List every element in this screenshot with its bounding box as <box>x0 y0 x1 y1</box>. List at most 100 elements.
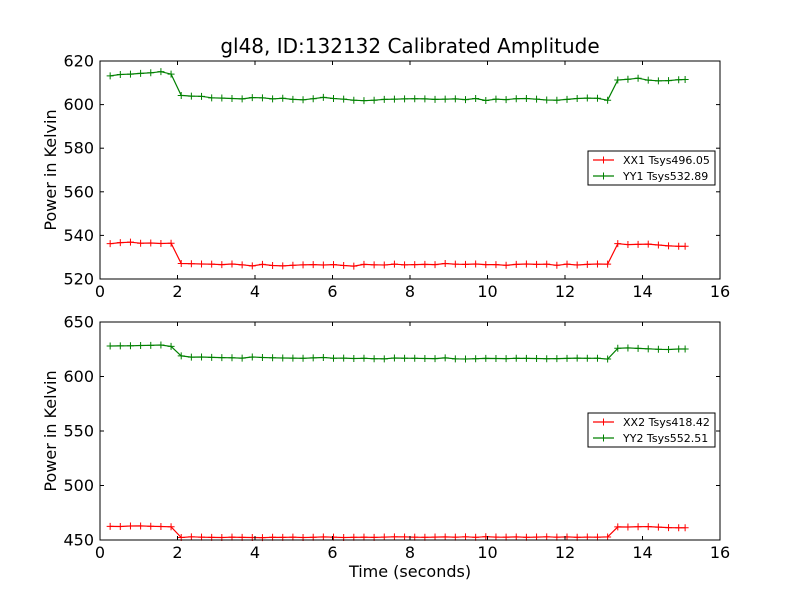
bottom-series-2-point <box>553 355 561 363</box>
top-series-1-point <box>614 240 622 248</box>
top-series-2-point <box>502 96 510 104</box>
top-series-1-point <box>593 260 601 268</box>
top-series-2-point <box>289 95 297 103</box>
top-series-1-point <box>681 242 689 250</box>
bottom-series-2-point <box>116 342 124 350</box>
bottom-series-2-point <box>472 355 480 363</box>
top-x-tick-label: 2 <box>172 282 182 301</box>
top-series-1-point <box>553 261 561 269</box>
top-series-2-point <box>533 95 541 103</box>
top-series-1-point <box>289 261 297 269</box>
top-series-1-point <box>258 260 266 268</box>
top-series-2-point <box>157 68 165 76</box>
bottom-x-tick-label: 10 <box>477 543 497 562</box>
top-series-2-point <box>187 92 195 100</box>
bottom-series-1-point <box>106 522 114 530</box>
top-series-1-point <box>583 260 591 268</box>
bottom-series-2-point <box>360 354 368 362</box>
top-series-2-point <box>208 94 216 102</box>
top-series-1-point <box>167 239 175 247</box>
bottom-series-2-point <box>218 354 226 362</box>
top-series-1-point <box>563 260 571 268</box>
top-series-1-point <box>665 242 673 250</box>
bottom-x-tick-label: 8 <box>405 543 415 562</box>
bottom-series-2-point <box>208 353 216 361</box>
top-series-1-point <box>340 261 348 269</box>
top-series-1-point <box>269 261 277 269</box>
top-series-1-point <box>543 260 551 268</box>
top-series-2-point <box>543 96 551 104</box>
bottom-series-2-point <box>451 355 459 363</box>
top-series-2-point <box>624 75 632 83</box>
top-series-2-point <box>512 95 520 103</box>
top-series-2-point <box>137 69 145 77</box>
top-x-tick-label: 8 <box>405 282 415 301</box>
bottom-series-1-point <box>681 524 689 532</box>
bottom-x-tick-label: 6 <box>327 543 337 562</box>
top-series-1-point <box>654 241 662 249</box>
top-series-2-point <box>583 94 591 102</box>
bottom-series-2-point <box>502 355 510 363</box>
top-series-1-point <box>147 239 155 247</box>
bottom-series-1-point <box>228 533 236 541</box>
bottom-series-1-point <box>390 533 398 541</box>
bottom-series-1-point <box>593 533 601 541</box>
bottom-series-2-point <box>126 342 134 350</box>
bottom-legend-box <box>587 412 716 448</box>
bottom-series-1-point <box>654 523 662 531</box>
top-series-2-point <box>238 95 246 103</box>
bottom-panel-marks: 0 2 4 6 8 10 12 14 16 450 500 550 600 650 XX2 Tsys418.… <box>63 313 730 563</box>
top-series-2-point <box>681 76 689 84</box>
top-series-2-point <box>421 95 429 103</box>
bottom-series-1-point <box>137 522 145 530</box>
top-series-1-point <box>360 260 368 268</box>
top-series-1-point <box>492 261 500 269</box>
top-series-1-point <box>218 261 226 269</box>
bottom-series-1-point <box>461 533 469 541</box>
bottom-series-1-point <box>502 533 510 541</box>
bottom-y-tick-label: 500 <box>63 476 94 495</box>
bottom-series-2-point <box>681 345 689 353</box>
bottom-series-1-point <box>492 533 500 541</box>
top-series-2-point <box>390 95 398 103</box>
bottom-series-2-point <box>177 352 185 360</box>
top-series-2-line <box>110 71 686 102</box>
bottom-series-1-point <box>431 533 439 541</box>
top-series-2-point <box>634 74 642 82</box>
top-series-2-point <box>461 96 469 104</box>
bottom-series-2-point <box>543 355 551 363</box>
top-series-1-point <box>390 260 398 268</box>
bottom-series-2-point <box>461 355 469 363</box>
bottom-series-2-point <box>269 354 277 362</box>
top-series-1-point <box>279 262 287 270</box>
bottom-series-2-point <box>634 344 642 352</box>
bottom-series-1-point <box>543 533 551 541</box>
bottom-series-1-point <box>512 533 520 541</box>
top-series-2-point <box>147 69 155 77</box>
bottom-legend-label: YY2 Tsys552.51 <box>622 432 708 445</box>
top-series-2-point <box>299 96 307 104</box>
bottom-series-2-point <box>665 345 673 353</box>
bottom-series-2-point <box>563 354 571 362</box>
bottom-series-2-point <box>319 354 327 362</box>
bottom-panel-y-axis-label: Power in Kelvin <box>41 370 60 491</box>
top-series-2-point <box>492 95 500 103</box>
top-series-2-point <box>441 95 449 103</box>
top-series-1-point <box>522 260 530 268</box>
bottom-series-1-point <box>675 524 683 532</box>
top-series-1-point <box>502 261 510 269</box>
top-series-1-point <box>350 262 358 270</box>
bottom-series-2-point <box>106 342 114 350</box>
bottom-series-2-point <box>279 354 287 362</box>
bottom-series-1-point <box>116 522 124 530</box>
top-series-2-point <box>177 91 185 99</box>
top-series-2-point <box>350 96 358 104</box>
bottom-series-1-point <box>634 523 642 531</box>
top-series-2-point <box>380 95 388 103</box>
bottom-series-2-point <box>614 344 622 352</box>
top-series-1-point <box>401 261 409 269</box>
top-series-2-point <box>553 96 561 104</box>
top-y-tick-label: 600 <box>63 95 94 114</box>
bottom-x-tick-label: 14 <box>632 543 652 562</box>
bottom-y-tick-label: 650 <box>63 313 94 332</box>
